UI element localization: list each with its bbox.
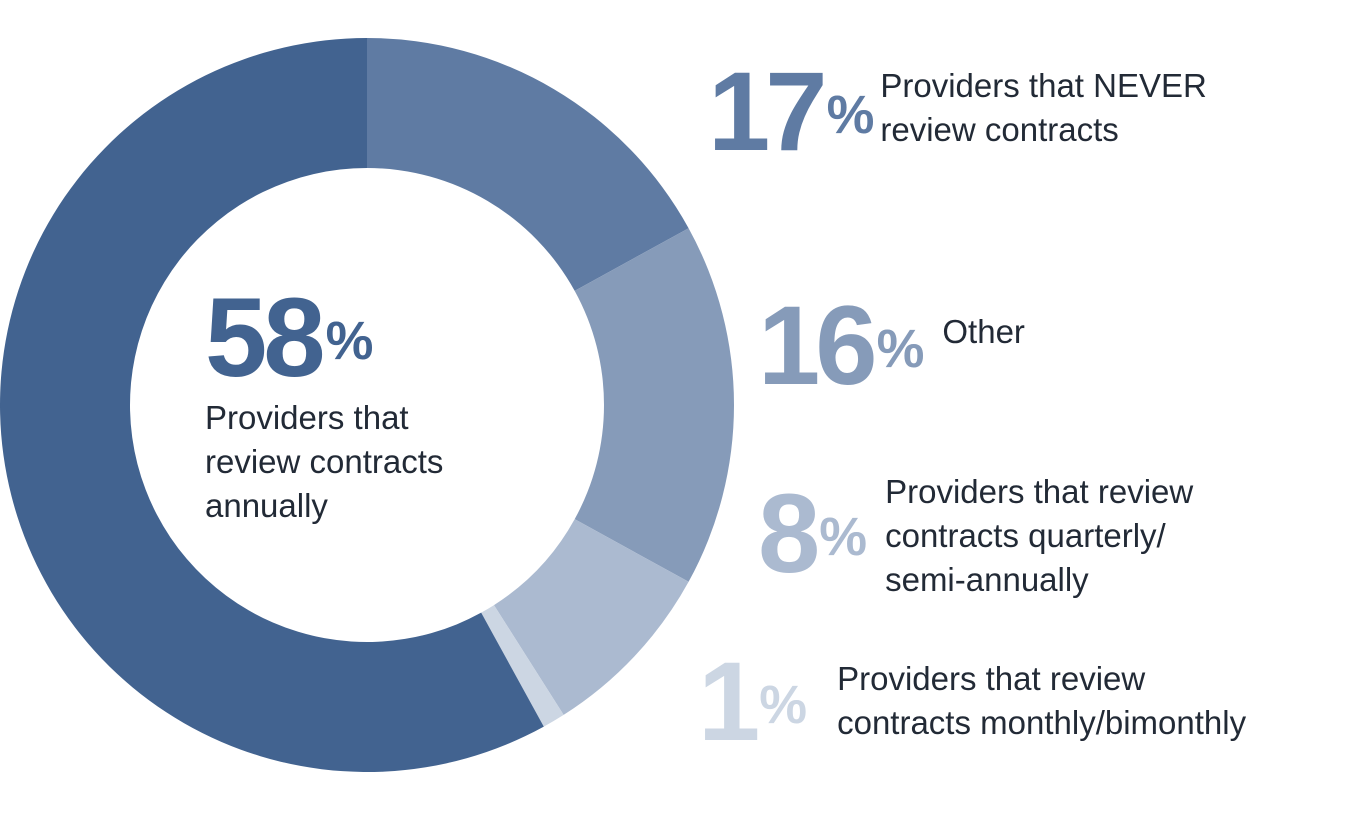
callout-other-percentage: 16% <box>758 290 925 402</box>
center-description: Providers that review contracts annually <box>205 399 444 524</box>
callout-quarterly-value: 8 <box>758 471 820 596</box>
callout-other-value: 16 <box>758 283 878 408</box>
center-percentage-value: 58 <box>205 275 326 400</box>
donut-slice-monthly <box>481 605 564 727</box>
callout-monthly-percent-sign: % <box>759 674 808 735</box>
callout-never-value: 17 <box>708 49 828 174</box>
callout-other-percent-sign: % <box>876 318 925 379</box>
callout-other: 16% Other <box>758 290 1025 402</box>
callout-quarterly-label: Providers that review contracts quarterl… <box>885 473 1194 598</box>
donut-slice-annually <box>0 38 544 772</box>
callout-monthly: 1% Providers that review contracts month… <box>698 646 1247 758</box>
donut-slice-never <box>367 38 689 291</box>
center-percent-sign: % <box>325 310 374 371</box>
donut-slice-quarterly <box>493 519 689 715</box>
center-percentage: 58% <box>205 282 525 394</box>
callout-monthly-value: 1 <box>698 639 760 764</box>
callout-quarterly-percent-sign: % <box>819 506 868 567</box>
callout-quarterly: 8% Providers that review contracts quart… <box>758 473 1193 602</box>
callout-monthly-percentage: 1% <box>698 646 808 758</box>
callout-monthly-label: Providers that review contracts monthly/… <box>837 660 1247 741</box>
callout-quarterly-percentage: 8% <box>758 478 868 590</box>
center-label: 58% Providers that review contracts annu… <box>205 282 525 528</box>
callout-never-label: Providers that NEVER review contracts <box>880 67 1207 148</box>
donut-slice-other <box>574 228 735 582</box>
callout-never: 17% Providers that NEVER review contract… <box>708 56 1207 168</box>
callout-never-percentage: 17% <box>708 56 875 168</box>
callout-never-percent-sign: % <box>826 84 875 145</box>
callout-other-label: Other <box>942 313 1025 350</box>
